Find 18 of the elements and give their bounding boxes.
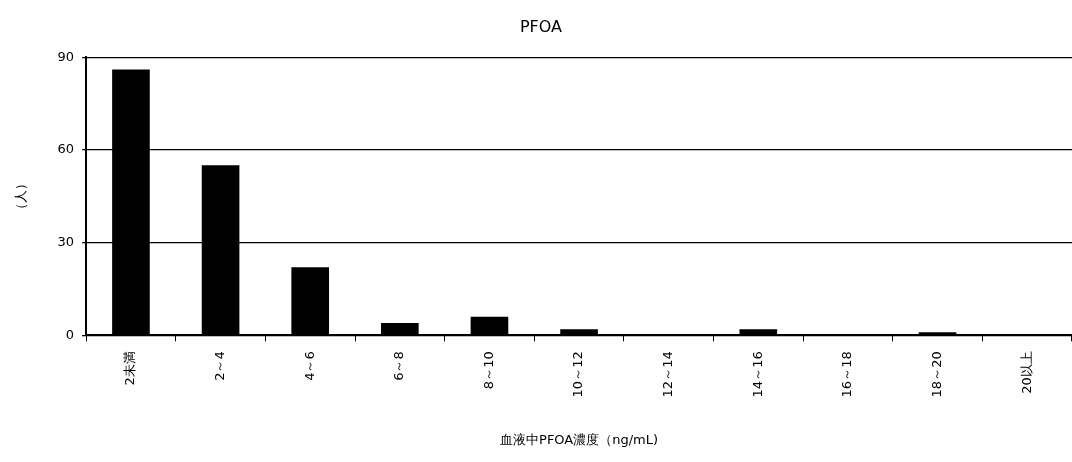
y-tick-label: 30 <box>57 233 75 249</box>
chart-title: PFOA <box>519 16 563 36</box>
y-tick-label: 60 <box>57 141 75 157</box>
x-tick-label: 14～16 <box>749 351 765 398</box>
y-axis-title: （人） <box>13 176 29 216</box>
x-tick-label: 4～6 <box>301 351 317 381</box>
x-axis-title: 血液中PFOA濃度（ng/mL) <box>500 431 659 447</box>
x-tick-label: 16～18 <box>839 351 855 398</box>
x-tick-label: 12～14 <box>660 351 676 398</box>
x-tick-label: 6～8 <box>391 351 407 381</box>
y-tick-label: 90 <box>57 48 75 64</box>
x-tick-label: 18～20 <box>928 351 944 398</box>
x-tick-label: 10～12 <box>570 351 586 398</box>
x-tick-label: 20以上 <box>1018 351 1034 394</box>
x-tick-label: 8～10 <box>480 351 496 390</box>
x-tick-label: 2～4 <box>211 351 227 381</box>
x-tick-label: 2未満 <box>122 351 138 386</box>
y-tick-label: 0 <box>65 326 75 342</box>
